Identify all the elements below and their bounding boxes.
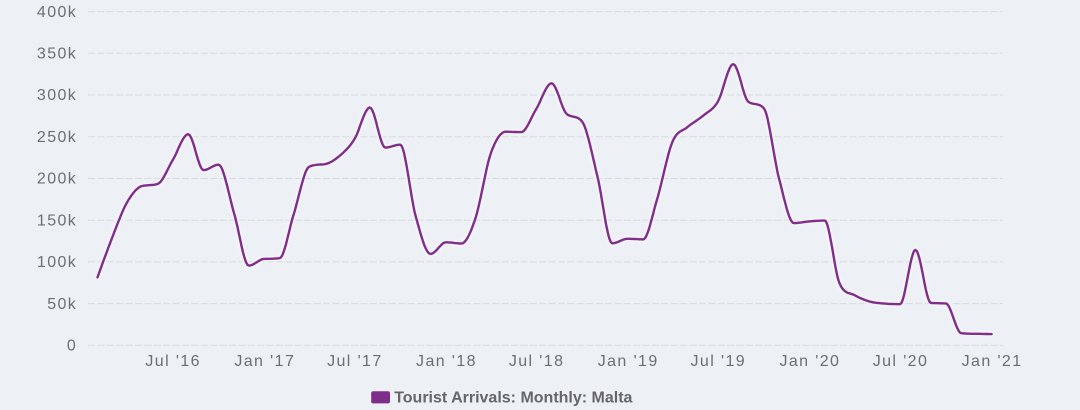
svg-text:350k: 350k: [37, 46, 77, 63]
svg-text:200k: 200k: [37, 171, 77, 188]
svg-text:0: 0: [67, 338, 77, 355]
svg-text:Jan '20: Jan '20: [779, 353, 840, 370]
svg-text:Jan '18: Jan '18: [416, 353, 477, 370]
svg-text:Jan '21: Jan '21: [962, 353, 1023, 370]
svg-text:Tourist Arrivals: Monthly: Mal: Tourist Arrivals: Monthly: Malta: [394, 390, 632, 407]
svg-text:Jan '19: Jan '19: [598, 353, 659, 370]
svg-text:Jul '20: Jul '20: [873, 353, 929, 370]
svg-text:Jul '18: Jul '18: [509, 353, 565, 370]
svg-text:100k: 100k: [37, 254, 77, 271]
svg-text:300k: 300k: [37, 87, 77, 104]
svg-text:250k: 250k: [37, 129, 77, 146]
svg-text:400k: 400k: [37, 4, 77, 21]
svg-text:Jan '17: Jan '17: [234, 353, 295, 370]
svg-text:150k: 150k: [37, 212, 77, 229]
svg-text:Jul '16: Jul '16: [145, 353, 201, 370]
svg-text:Jul '19: Jul '19: [691, 353, 747, 370]
svg-text:Jul '17: Jul '17: [327, 353, 383, 370]
svg-text:50k: 50k: [47, 296, 77, 313]
